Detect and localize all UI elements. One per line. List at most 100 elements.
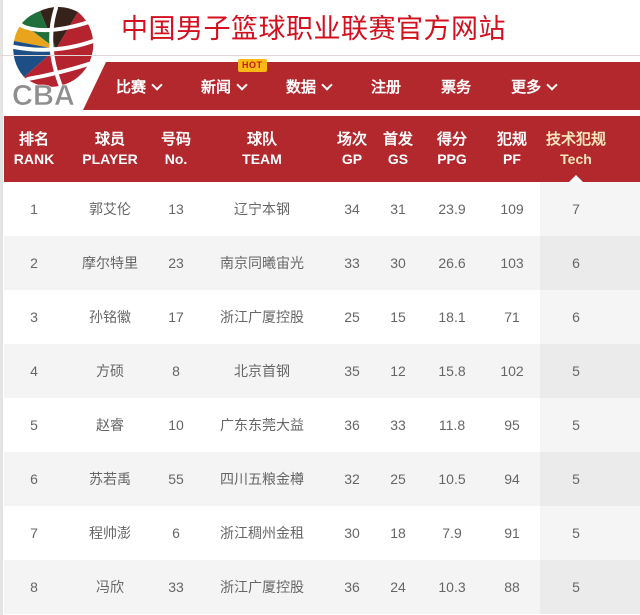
cell-player: 冯欣 (96, 579, 124, 595)
cell-player: 苏若禹 (89, 471, 131, 487)
table-row: 1 郭艾伦 13 辽宁本钢 34 31 23.9 109 7 (4, 182, 640, 236)
column-header-label-zh: 得分 (436, 131, 467, 148)
nav-item-tickets[interactable]: 票务 (441, 76, 471, 97)
cell-pf: 88 (504, 579, 520, 595)
nav-item-more[interactable]: 更多 (511, 76, 558, 97)
cell-pf: 109 (500, 201, 524, 217)
cell-number: 55 (168, 471, 184, 487)
column-header-ppg[interactable]: 得分 PPG (420, 116, 484, 182)
table-row: 2 摩尔特里 23 南京同曦宙光 33 30 26.6 103 6 (4, 236, 640, 290)
column-header-label-zh: 犯规 (496, 131, 527, 148)
column-header-label-zh: 技术犯规 (545, 131, 606, 148)
nav-item-matches[interactable]: 比赛 (116, 76, 163, 97)
cell-gp: 25 (344, 309, 360, 325)
cell-rank: 5 (30, 417, 38, 433)
cell-team: 浙江稠州金租 (220, 525, 304, 541)
column-header-label-en: PF (503, 151, 521, 167)
cell-rank: 3 (30, 309, 38, 325)
cell-rank: 6 (30, 471, 38, 487)
nav-item-data[interactable]: 数据 (286, 76, 333, 97)
column-header-tech[interactable]: 技术犯规 Tech (540, 116, 640, 182)
cell-number: 8 (172, 363, 180, 379)
column-header-label-en: No. (164, 151, 188, 167)
header-divider (0, 55, 640, 56)
cba-logo[interactable]: CBA (6, 3, 102, 112)
page-left-border (0, 0, 3, 615)
cell-ppg: 15.8 (438, 363, 466, 379)
column-header-label-zh: 球员 (94, 131, 125, 148)
column-header-label-zh: 号码 (160, 131, 191, 148)
column-header-label-zh: 球队 (246, 131, 277, 148)
cell-gp: 35 (344, 363, 360, 379)
column-header-player[interactable]: 球员 PLAYER (64, 116, 156, 182)
nav-item-label: 票务 (441, 78, 472, 96)
cell-team: 南京同曦宙光 (220, 255, 304, 271)
cell-team: 浙江广厦控股 (220, 579, 304, 595)
table-header-row: 排名 RANK 球员 PLAYER 号码 No. 球队 TEAM 场次 GP 首发 GS 得分 PPG 犯规… (4, 116, 640, 182)
cell-tech: 5 (540, 560, 640, 614)
cell-gs: 24 (390, 579, 406, 595)
cell-tech: 5 (540, 506, 640, 560)
cell-pf: 71 (504, 309, 520, 325)
table-row: 4 方硕 8 北京首钢 35 12 15.8 102 5 (4, 344, 640, 398)
table-body: 1 郭艾伦 13 辽宁本钢 34 31 23.9 109 7 2 摩尔特里 23 南京同曦宙光 33 30 2… (4, 182, 640, 614)
chevron-down-icon (321, 78, 333, 91)
cell-team: 四川五粮金樽 (220, 471, 304, 487)
nav-item-label: 新闻 (201, 78, 232, 96)
cell-ppg: 23.9 (438, 201, 466, 217)
cell-gs: 30 (390, 255, 406, 271)
cell-player: 郭艾伦 (89, 201, 131, 217)
column-header-gp[interactable]: 场次 GP (328, 116, 376, 182)
chevron-down-icon (546, 78, 558, 91)
cell-team: 辽宁本钢 (234, 201, 290, 217)
cba-logo-text: CBA (12, 80, 75, 109)
column-header-label-en: PLAYER (82, 151, 138, 167)
chevron-down-icon (236, 78, 248, 91)
nav-item-news[interactable]: 新闻 (201, 76, 248, 97)
column-header-pf[interactable]: 犯规 PF (484, 116, 540, 182)
cell-team: 广东东莞大益 (220, 417, 304, 433)
cell-gp: 30 (344, 525, 360, 541)
cell-tech: 6 (540, 290, 640, 344)
table-row: 7 程帅澎 6 浙江稠州金租 30 18 7.9 91 5 (4, 506, 640, 560)
chevron-down-icon (151, 78, 163, 91)
hot-badge: HOT (238, 59, 267, 72)
cell-tech: 5 (540, 452, 640, 506)
column-header-rank[interactable]: 排名 RANK (4, 116, 64, 182)
cell-player: 方硕 (96, 363, 124, 379)
cell-gs: 15 (390, 309, 406, 325)
table-row: 8 冯欣 33 浙江广厦控股 36 24 10.3 88 5 (4, 560, 640, 614)
cell-tech: 6 (540, 236, 640, 290)
cell-rank: 2 (30, 255, 38, 271)
column-header-label-zh: 排名 (18, 131, 49, 148)
sort-asc-icon (569, 175, 583, 182)
cell-number: 13 (168, 201, 184, 217)
cell-ppg: 10.5 (438, 471, 466, 487)
cell-gp: 34 (344, 201, 360, 217)
cell-tech: 5 (540, 398, 640, 452)
cell-gp: 36 (344, 417, 360, 433)
cell-ppg: 26.6 (438, 255, 466, 271)
column-header-label-en: Tech (560, 151, 592, 167)
column-header-team[interactable]: 球队 TEAM (196, 116, 328, 182)
cell-rank: 1 (30, 201, 38, 217)
cell-pf: 102 (500, 363, 524, 379)
column-header-label-en: GP (341, 151, 363, 167)
cell-gs: 12 (390, 363, 406, 379)
cell-gp: 33 (344, 255, 360, 271)
nav-item-register[interactable]: 注册 (371, 76, 401, 97)
cell-gs: 33 (390, 417, 406, 433)
page-title: 中国男子篮球职业联赛官方网站 (121, 14, 506, 44)
cell-rank: 4 (30, 363, 38, 379)
column-header-label-zh: 首发 (382, 131, 413, 148)
cell-ppg: 7.9 (442, 525, 462, 541)
column-header-label-en: RANK (13, 151, 55, 167)
column-header-number[interactable]: 号码 No. (156, 116, 196, 182)
nav-item-label: 数据 (286, 78, 317, 96)
cell-ppg: 18.1 (438, 309, 466, 325)
table-row: 6 苏若禹 55 四川五粮金樽 32 25 10.5 94 5 (4, 452, 640, 506)
column-header-label-en: PPG (437, 151, 467, 167)
column-header-gs[interactable]: 首发 GS (376, 116, 420, 182)
cell-number: 10 (168, 417, 184, 433)
cell-rank: 8 (30, 579, 38, 595)
